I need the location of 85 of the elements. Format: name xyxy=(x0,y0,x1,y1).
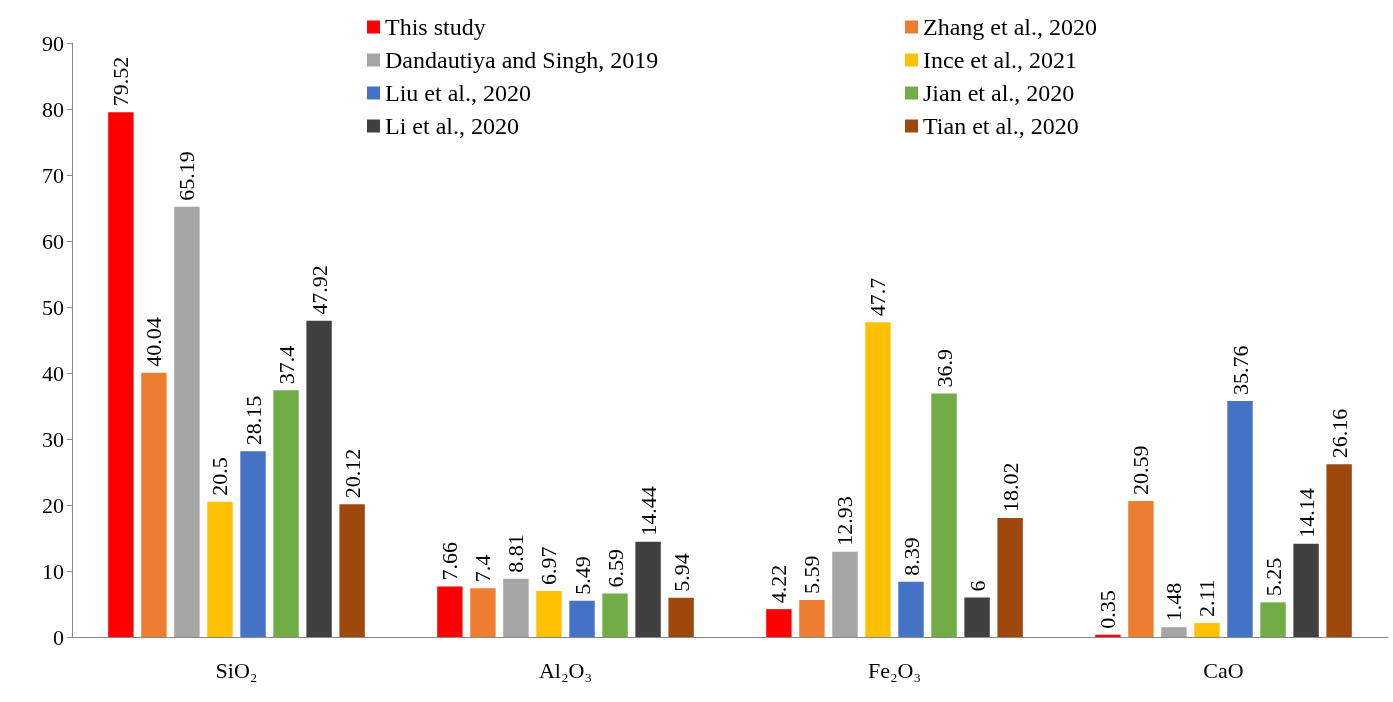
data-label: 26.16 xyxy=(1326,408,1352,459)
x-tick-label: Fe₂O₃ xyxy=(867,657,922,683)
data-label: 20.5 xyxy=(207,457,233,496)
bar xyxy=(997,518,1023,637)
bar xyxy=(306,320,332,637)
bar xyxy=(602,593,628,637)
bar xyxy=(339,504,365,637)
bar xyxy=(865,322,891,637)
x-tick-label: CaO xyxy=(1203,657,1244,683)
legend-label: Jian et al., 2020 xyxy=(923,80,1075,106)
data-label: 40.04 xyxy=(141,317,167,367)
x-tick-label: Al₂O₃ xyxy=(538,657,593,683)
bar xyxy=(273,390,299,637)
data-label: 20.59 xyxy=(1128,445,1154,496)
data-label: 5.49 xyxy=(569,556,595,595)
bar xyxy=(141,372,167,637)
bar xyxy=(668,597,694,637)
data-label: 12.93 xyxy=(832,496,858,546)
bar xyxy=(832,551,858,637)
data-label: 79.52 xyxy=(108,56,134,107)
data-label: 36.9 xyxy=(931,348,957,388)
y-tick-label: 70 xyxy=(42,162,64,188)
data-label: 14.44 xyxy=(635,486,661,536)
bar xyxy=(536,591,562,637)
data-label: 8.39 xyxy=(898,537,924,576)
bar xyxy=(503,578,529,637)
y-tick-label: 10 xyxy=(42,558,64,584)
bar xyxy=(569,600,595,637)
bar xyxy=(898,581,924,637)
data-label: 35.76 xyxy=(1227,345,1253,395)
legend-label: Ince et al., 2021 xyxy=(923,47,1077,73)
legend-label: Li et al., 2020 xyxy=(385,113,519,139)
bar xyxy=(1194,623,1220,637)
data-label: 20.12 xyxy=(339,448,365,499)
y-tick-label: 80 xyxy=(42,96,64,122)
bar xyxy=(799,600,825,637)
data-label: 5.25 xyxy=(1260,557,1286,597)
data-label: 37.4 xyxy=(273,345,299,385)
bar xyxy=(1293,543,1319,637)
bar xyxy=(240,451,266,637)
data-label: 5.59 xyxy=(799,555,825,595)
legend-label: This study xyxy=(385,14,486,40)
bar xyxy=(1227,400,1253,637)
data-label: 65.19 xyxy=(174,151,200,201)
data-label: 8.81 xyxy=(503,534,529,573)
legend-label: Liu et al., 2020 xyxy=(385,80,531,106)
data-label: 5.94 xyxy=(668,553,694,592)
y-tick-label: 50 xyxy=(42,294,64,320)
data-label: 28.15 xyxy=(240,395,266,446)
bar xyxy=(437,586,463,637)
bar xyxy=(964,597,990,637)
y-tick-label: 0 xyxy=(53,624,64,650)
bar xyxy=(766,609,792,637)
data-label: 2.11 xyxy=(1194,579,1220,618)
bar xyxy=(1128,501,1154,637)
bar xyxy=(1326,464,1352,637)
data-label: 47.7 xyxy=(865,277,891,317)
legend-label: Dandautiya and Singh, 2019 xyxy=(385,47,659,73)
data-label: 7.66 xyxy=(437,541,463,581)
data-label: 6.59 xyxy=(602,549,628,588)
x-tick-label: SiO₂ xyxy=(215,657,258,683)
y-tick-label: 40 xyxy=(42,360,64,386)
data-label: 1.48 xyxy=(1161,582,1187,622)
bar xyxy=(635,541,661,637)
legend-label: Tian et al., 2020 xyxy=(923,113,1079,139)
data-label: 14.14 xyxy=(1293,488,1319,538)
data-label: 4.22 xyxy=(766,564,792,604)
y-tick-label: 60 xyxy=(42,228,64,254)
bar xyxy=(470,588,496,637)
bar xyxy=(931,393,957,637)
data-label: 6 xyxy=(964,580,990,592)
data-label: 47.92 xyxy=(306,265,332,315)
bar xyxy=(108,112,134,637)
legend-label: Zhang et al., 2020 xyxy=(923,14,1097,40)
data-label: 0.35 xyxy=(1095,590,1121,629)
y-tick-label: 30 xyxy=(42,426,64,452)
bar xyxy=(174,206,200,637)
bar xyxy=(207,501,233,637)
data-label: 7.4 xyxy=(470,554,496,583)
data-label: 6.97 xyxy=(536,546,562,585)
y-tick-label: 20 xyxy=(42,492,64,518)
bar xyxy=(1260,602,1286,637)
data-label: 18.02 xyxy=(997,462,1023,513)
y-tick-label: 90 xyxy=(42,30,64,56)
bar xyxy=(1161,627,1187,637)
